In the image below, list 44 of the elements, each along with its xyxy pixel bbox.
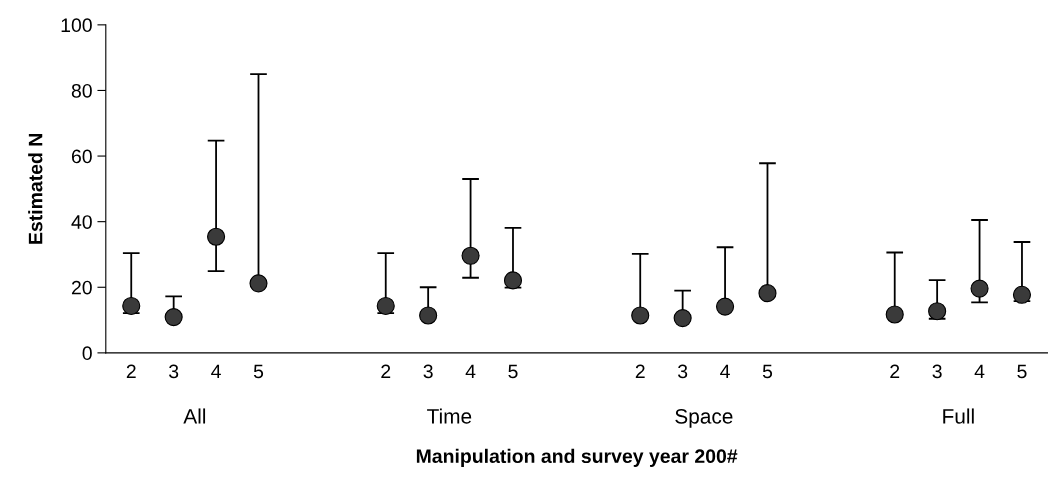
text: All [183,408,206,424]
x-tick-label: 3 [169,364,179,379]
x-tick-label: 4 [465,364,476,379]
point [1012,285,1032,304]
x-tick-label: 3 [677,364,688,379]
x-tick-label: 2 [635,364,645,379]
point [673,309,692,328]
point [207,227,226,246]
point [758,284,777,303]
x-tick-label: 4 [720,364,730,379]
x-tick-label: 2 [890,364,900,379]
point [376,296,395,316]
text: Full [943,408,974,424]
x-tick-label: 3 [932,364,942,379]
point [249,274,268,293]
x-tick-label: 4 [211,364,221,379]
point [503,271,523,290]
y-tick-label: 0 [82,346,92,361]
point [885,305,904,324]
point [122,296,141,316]
x-tick-label: 2 [381,364,391,379]
x-tick-label: 5 [1017,364,1027,379]
x-tick-label: 4 [974,364,985,379]
y-tick-label: 60 [71,149,92,164]
y-tick-label: 100 [61,18,92,33]
y-tick-label: 40 [71,215,92,229]
point [716,297,735,316]
point [970,279,989,298]
text: Time [427,408,472,424]
y-tick-label: 80 [71,83,92,98]
x-axis-title: Manipulation and survey year 200# [416,448,738,467]
point [164,308,183,327]
point [419,306,438,325]
y-tick-label: 20 [71,280,92,295]
text: Space [675,408,733,428]
point [928,302,947,321]
x-tick-label: 5 [508,364,518,379]
y-axis-title: Estimated N [28,133,43,244]
point [461,246,480,265]
point [631,306,650,325]
x-tick-label: 5 [253,364,264,379]
x-tick-label: 5 [762,364,773,379]
x-tick-label: 3 [423,364,433,379]
x-tick-label: 2 [126,364,136,379]
